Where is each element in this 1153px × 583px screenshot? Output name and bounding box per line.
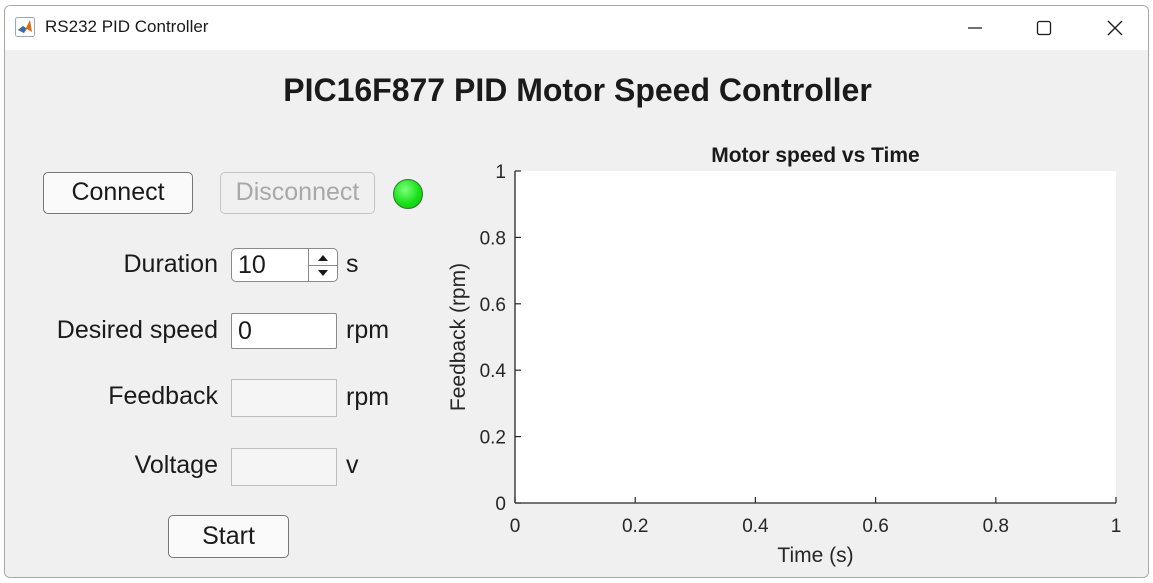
voltage-unit: v <box>346 451 359 479</box>
y-axis-label: Feedback (rpm) <box>447 263 470 411</box>
y-tick-label: 0.4 <box>480 361 507 382</box>
y-tick-label: 1 <box>495 162 506 183</box>
maximize-icon <box>1036 20 1052 36</box>
title-bar[interactable]: RS232 PID Controller <box>5 6 1148 50</box>
desired-speed-input[interactable] <box>231 313 337 349</box>
voltage-field <box>231 448 337 486</box>
duration-stepper[interactable] <box>308 248 338 282</box>
x-tick-label: 0.4 <box>742 516 769 537</box>
duration-input[interactable] <box>231 248 309 282</box>
duration-unit: s <box>346 250 359 278</box>
feedback-field <box>231 379 337 417</box>
connect-button[interactable]: Connect <box>43 172 193 214</box>
start-button[interactable]: Start <box>168 515 289 558</box>
desired-speed-unit: rpm <box>346 316 390 344</box>
arrow-up-icon <box>318 254 328 261</box>
close-button[interactable] <box>1080 6 1148 50</box>
window-title: RS232 PID Controller <box>45 17 209 36</box>
maximize-button[interactable] <box>1009 6 1079 50</box>
close-icon <box>1107 20 1123 36</box>
x-tick-label: 0.8 <box>983 516 1009 537</box>
stepper-down-button[interactable] <box>309 265 337 281</box>
plot-area <box>515 171 1116 503</box>
stepper-up-button[interactable] <box>309 249 337 266</box>
minimize-icon <box>968 27 982 29</box>
disconnect-button[interactable]: Disconnect <box>220 172 375 214</box>
speed-chart: 0 0.2 0.4 0.6 0.8 1 0 0.2 0.4 0.6 0.8 1 Motor speed… <box>447 144 1122 567</box>
x-tick-label: 1 <box>1111 516 1122 537</box>
desired-speed-label: Desired speed <box>56 316 218 344</box>
y-tick-label: 0.8 <box>480 228 506 249</box>
y-tick-label: 0.2 <box>480 428 506 449</box>
voltage-label: Voltage <box>134 451 218 479</box>
chart-title: Motor speed vs Time <box>711 144 920 167</box>
x-axis-label: Time (s) <box>777 544 853 567</box>
x-tick-label: 0.2 <box>622 516 648 537</box>
y-tick-label: 0.6 <box>480 295 506 316</box>
x-tick-label: 0.6 <box>862 516 888 537</box>
arrow-down-icon <box>318 269 328 276</box>
y-tick-label: 0 <box>495 494 506 515</box>
duration-label: Duration <box>123 250 219 278</box>
feedback-unit: rpm <box>346 383 390 411</box>
x-tick-label: 0 <box>510 516 521 537</box>
connection-status-lamp <box>393 179 423 209</box>
feedback-label: Feedback <box>108 382 218 410</box>
page-title: PIC16F877 PID Motor Speed Controller <box>283 72 872 108</box>
matlab-logo-icon <box>15 17 35 37</box>
minimize-button[interactable] <box>940 6 1010 50</box>
